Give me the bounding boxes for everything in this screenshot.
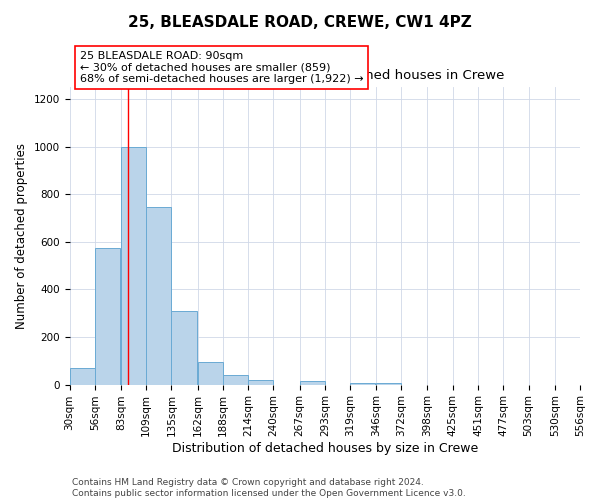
Bar <box>197 362 223 384</box>
Bar <box>299 381 325 384</box>
Bar <box>248 380 274 384</box>
Title: Size of property relative to detached houses in Crewe: Size of property relative to detached ho… <box>145 68 505 82</box>
Bar <box>223 375 248 384</box>
Text: 25, BLEASDALE ROAD, CREWE, CW1 4PZ: 25, BLEASDALE ROAD, CREWE, CW1 4PZ <box>128 15 472 30</box>
Bar <box>95 248 120 384</box>
X-axis label: Distribution of detached houses by size in Crewe: Distribution of detached houses by size … <box>172 442 478 455</box>
Bar <box>121 146 146 384</box>
Bar <box>172 311 197 384</box>
Bar <box>70 368 95 384</box>
Y-axis label: Number of detached properties: Number of detached properties <box>15 143 28 329</box>
Bar <box>146 208 172 384</box>
Text: Contains HM Land Registry data © Crown copyright and database right 2024.
Contai: Contains HM Land Registry data © Crown c… <box>72 478 466 498</box>
Text: 25 BLEASDALE ROAD: 90sqm
← 30% of detached houses are smaller (859)
68% of semi-: 25 BLEASDALE ROAD: 90sqm ← 30% of detach… <box>80 51 364 84</box>
